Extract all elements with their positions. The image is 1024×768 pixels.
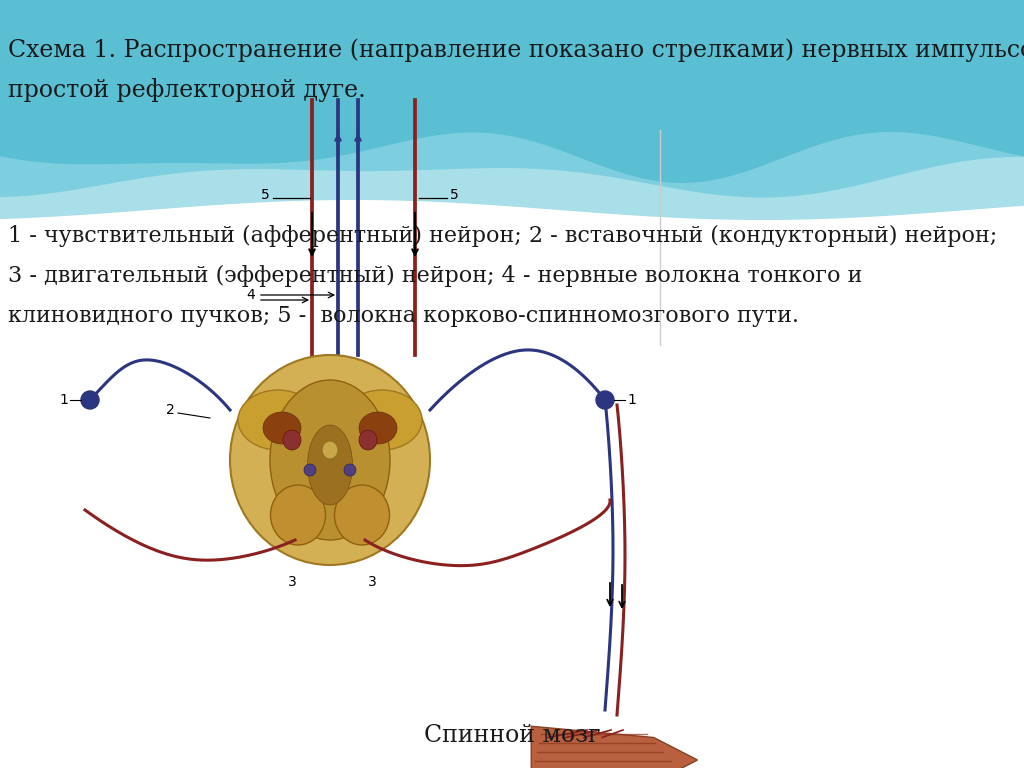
Ellipse shape	[335, 485, 389, 545]
Ellipse shape	[304, 464, 316, 476]
Ellipse shape	[359, 430, 377, 450]
Text: 3: 3	[288, 575, 296, 589]
Text: 1 - чувствительный (афферентный) нейрон; 2 - вставочный (кондукторный) нейрон;: 1 - чувствительный (афферентный) нейрон;…	[8, 225, 997, 247]
Text: 3: 3	[368, 575, 377, 589]
Text: 1: 1	[627, 393, 636, 407]
Ellipse shape	[344, 464, 356, 476]
Ellipse shape	[359, 412, 397, 444]
Ellipse shape	[81, 391, 99, 409]
Ellipse shape	[238, 390, 318, 450]
Text: простой рефлекторной дуге.: простой рефлекторной дуге.	[8, 78, 366, 102]
Ellipse shape	[342, 390, 422, 450]
Ellipse shape	[596, 391, 614, 409]
Ellipse shape	[270, 485, 326, 545]
Polygon shape	[0, 132, 1024, 206]
Text: 5: 5	[450, 188, 459, 202]
Ellipse shape	[270, 380, 390, 540]
Text: 5: 5	[261, 188, 270, 202]
Ellipse shape	[322, 441, 338, 459]
Ellipse shape	[263, 412, 301, 444]
Ellipse shape	[283, 430, 301, 450]
Text: Схема 1. Распространение (направление показано стрелками) нервных импульсов по: Схема 1. Распространение (направление по…	[8, 38, 1024, 61]
Polygon shape	[0, 157, 1024, 220]
Ellipse shape	[307, 425, 352, 505]
Text: клиновидного пучков; 5 -  волокна корково-спинномозгового пути.: клиновидного пучков; 5 - волокна корково…	[8, 305, 799, 327]
Text: Спинной мозг: Спинной мозг	[424, 723, 600, 746]
Text: 4: 4	[246, 288, 255, 302]
Text: 3 - двигательный (эфферентный) нейрон; 4 - нервные волокна тонкого и: 3 - двигательный (эфферентный) нейрон; 4…	[8, 265, 862, 287]
Text: 1: 1	[59, 393, 68, 407]
Ellipse shape	[230, 355, 430, 565]
Text: 2: 2	[166, 403, 175, 417]
Polygon shape	[0, 0, 1024, 193]
Polygon shape	[531, 727, 697, 768]
